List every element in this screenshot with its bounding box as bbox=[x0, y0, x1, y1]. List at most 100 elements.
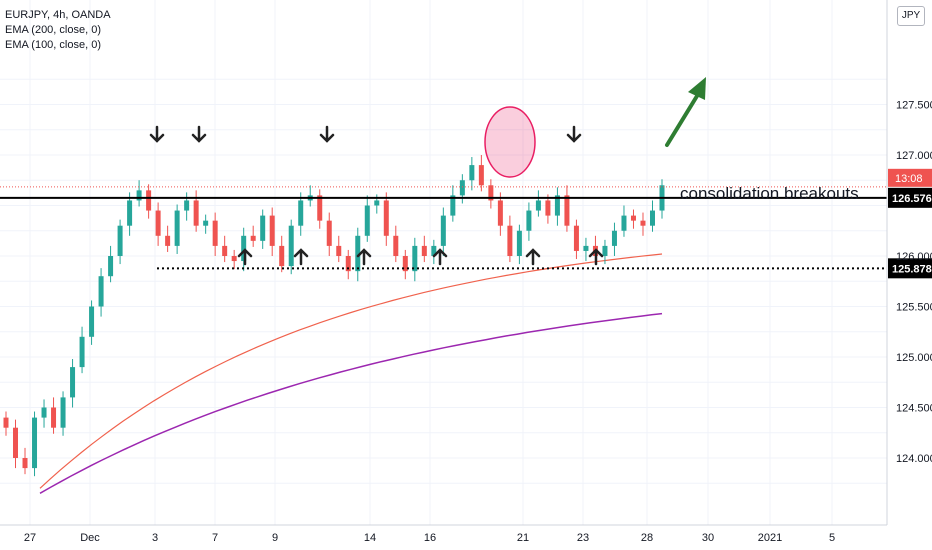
candle bbox=[307, 185, 313, 207]
chart-legend: EURJPY, 4h, OANDA EMA (200, close, 0) EM… bbox=[5, 8, 111, 53]
candle bbox=[241, 227, 247, 272]
candle bbox=[535, 190, 541, 217]
candle-body bbox=[70, 367, 76, 398]
candle bbox=[174, 204, 180, 254]
candle-body bbox=[203, 220, 209, 226]
candle-body bbox=[535, 200, 541, 211]
candle-body bbox=[431, 245, 437, 256]
grid bbox=[0, 0, 887, 525]
candle bbox=[127, 192, 133, 236]
candle-body bbox=[212, 220, 218, 246]
candle bbox=[184, 192, 190, 221]
candle-body bbox=[355, 235, 361, 272]
candle bbox=[203, 214, 209, 234]
candle bbox=[345, 249, 351, 280]
down-arrow-marker bbox=[149, 125, 165, 143]
levels: 126.576 125.878 13:08 bbox=[0, 168, 932, 279]
candle bbox=[659, 179, 665, 219]
down-arrow-marker bbox=[319, 125, 335, 143]
down-arrow-marker bbox=[566, 125, 582, 143]
candle-body bbox=[222, 245, 228, 256]
candle bbox=[70, 359, 76, 408]
currency-button[interactable]: JPY bbox=[897, 6, 925, 26]
ema100-line bbox=[39, 253, 663, 489]
candle bbox=[526, 202, 532, 241]
candle bbox=[13, 419, 19, 469]
candle-body bbox=[3, 417, 9, 428]
candle-body bbox=[108, 256, 114, 277]
candle-body bbox=[450, 195, 456, 216]
y-tick-label: 124.500 bbox=[896, 403, 932, 415]
candle-body bbox=[60, 397, 66, 428]
candle bbox=[440, 207, 446, 256]
candle bbox=[621, 205, 627, 237]
candle-body bbox=[241, 235, 247, 262]
candle bbox=[516, 224, 522, 265]
candle-body bbox=[583, 245, 589, 251]
up-arrow-marker bbox=[588, 248, 604, 266]
candle-body bbox=[602, 245, 608, 256]
candle bbox=[488, 179, 494, 209]
candle bbox=[431, 239, 437, 265]
candle bbox=[279, 235, 285, 273]
x-tick-label: 21 bbox=[517, 532, 529, 544]
candle-body bbox=[345, 256, 351, 272]
candle-body bbox=[649, 210, 655, 226]
x-tick-label: 14 bbox=[364, 532, 376, 544]
resistance-price-label: 126.576 bbox=[892, 193, 932, 205]
candle-body bbox=[326, 220, 332, 246]
candle-body bbox=[374, 200, 380, 206]
x-tick-label: 27 bbox=[24, 532, 36, 544]
candle bbox=[41, 399, 47, 428]
up-arrow-marker bbox=[432, 248, 448, 266]
candle-body bbox=[516, 230, 522, 256]
candle bbox=[298, 192, 304, 236]
x-tick-label: 5 bbox=[829, 532, 835, 544]
legend-symbol: EURJPY, 4h, OANDA bbox=[5, 9, 111, 21]
candle bbox=[478, 155, 484, 192]
candle bbox=[649, 200, 655, 232]
candle-body bbox=[288, 225, 294, 267]
candle bbox=[602, 239, 608, 265]
countdown-box bbox=[888, 168, 932, 187]
legend-ema200: EMA (200, close, 0) bbox=[5, 24, 101, 36]
candle bbox=[222, 235, 228, 263]
up-arrow-marker bbox=[525, 248, 541, 266]
highlight-ellipse bbox=[484, 106, 536, 178]
candle-body bbox=[165, 235, 171, 246]
candle bbox=[412, 237, 418, 282]
candle bbox=[326, 212, 332, 256]
candle bbox=[51, 397, 57, 434]
candle bbox=[60, 391, 66, 436]
breakout-arrow-head bbox=[688, 77, 706, 100]
down-arrow-marker bbox=[191, 125, 207, 143]
legend-ema100: EMA (100, close, 0) bbox=[5, 39, 101, 51]
candle bbox=[193, 190, 199, 232]
x-tick-label: 30 bbox=[702, 532, 714, 544]
candle bbox=[231, 249, 237, 270]
candle-body bbox=[51, 407, 57, 428]
candle bbox=[640, 212, 646, 236]
candle bbox=[250, 225, 256, 247]
candle-body bbox=[41, 407, 47, 418]
candle-body bbox=[174, 210, 180, 246]
candle bbox=[364, 195, 370, 242]
x-tick-label: 2021 bbox=[758, 532, 782, 544]
annotation-text: consolidation breakouts bbox=[680, 184, 859, 203]
candle bbox=[32, 411, 38, 477]
candle-body bbox=[13, 427, 19, 458]
candle-body bbox=[412, 245, 418, 272]
candle bbox=[317, 189, 323, 229]
ema200-path bbox=[39, 312, 663, 494]
candle bbox=[469, 157, 475, 191]
candle-body bbox=[136, 190, 142, 201]
candle bbox=[336, 235, 342, 263]
candle-body bbox=[554, 195, 560, 216]
candle bbox=[155, 202, 161, 246]
candle-body bbox=[146, 190, 152, 211]
candle-body bbox=[383, 200, 389, 236]
y-tick-label: 125.000 bbox=[896, 352, 932, 364]
candles bbox=[3, 155, 665, 477]
candle bbox=[117, 219, 123, 265]
